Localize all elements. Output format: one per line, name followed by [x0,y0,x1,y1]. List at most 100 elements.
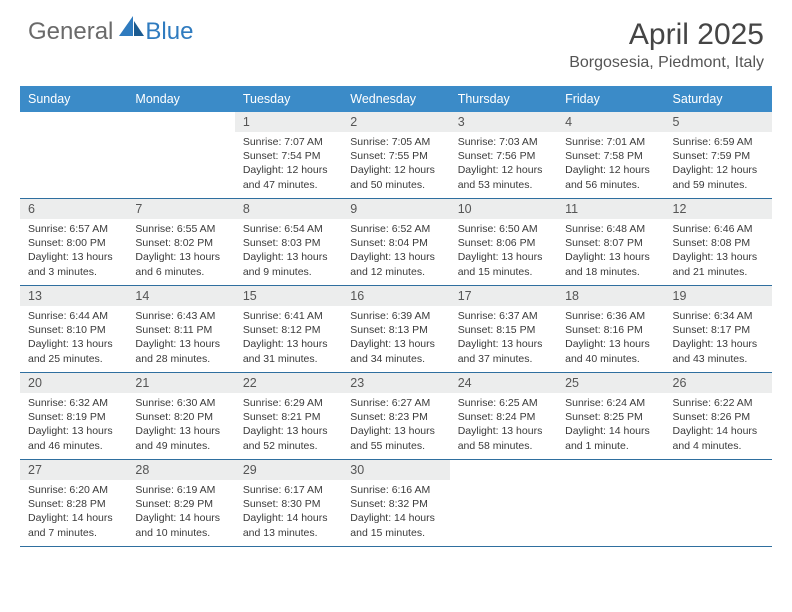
sunrise-text: Sunrise: 6:54 AM [243,222,334,236]
daylight-text: Daylight: 14 hours [243,511,334,525]
daylight-text: Daylight: 14 hours [350,511,441,525]
sunset-text: Sunset: 8:19 PM [28,410,119,424]
day-number: 27 [20,460,127,480]
sunrise-text: Sunrise: 7:05 AM [350,135,441,149]
daylight-text: and 6 minutes. [135,265,226,279]
sunrise-text: Sunrise: 6:27 AM [350,396,441,410]
day-cell [450,460,557,546]
daylight-text: Daylight: 13 hours [350,337,441,351]
day-number: 28 [127,460,234,480]
daylight-text: Daylight: 14 hours [673,424,764,438]
sunset-text: Sunset: 8:23 PM [350,410,441,424]
day-number: 14 [127,286,234,306]
daylight-text: Daylight: 12 hours [565,163,656,177]
daylight-text: and 10 minutes. [135,526,226,540]
day-cell: 15Sunrise: 6:41 AMSunset: 8:12 PMDayligh… [235,286,342,372]
daylight-text: and 31 minutes. [243,352,334,366]
calendar-grid: Sunday Monday Tuesday Wednesday Thursday… [20,86,772,547]
sunset-text: Sunset: 8:13 PM [350,323,441,337]
sunrise-text: Sunrise: 6:20 AM [28,483,119,497]
day-details: Sunrise: 6:46 AMSunset: 8:08 PMDaylight:… [665,219,772,283]
day-number: 15 [235,286,342,306]
day-details: Sunrise: 6:44 AMSunset: 8:10 PMDaylight:… [20,306,127,370]
day-details: Sunrise: 6:43 AMSunset: 8:11 PMDaylight:… [127,306,234,370]
location-text: Borgosesia, Piedmont, Italy [569,54,764,72]
day-details: Sunrise: 6:39 AMSunset: 8:13 PMDaylight:… [342,306,449,370]
sunset-text: Sunset: 8:04 PM [350,236,441,250]
brand-part2: Blue [145,18,193,46]
daylight-text: and 21 minutes. [673,265,764,279]
daylight-text: and 18 minutes. [565,265,656,279]
day-cell: 14Sunrise: 6:43 AMSunset: 8:11 PMDayligh… [127,286,234,372]
day-cell: 13Sunrise: 6:44 AMSunset: 8:10 PMDayligh… [20,286,127,372]
sunrise-text: Sunrise: 6:24 AM [565,396,656,410]
day-cell: 9Sunrise: 6:52 AMSunset: 8:04 PMDaylight… [342,199,449,285]
daylight-text: and 56 minutes. [565,178,656,192]
sunset-text: Sunset: 8:12 PM [243,323,334,337]
daylight-text: Daylight: 13 hours [135,250,226,264]
day-cell: 5Sunrise: 6:59 AMSunset: 7:59 PMDaylight… [665,112,772,198]
day-number: 3 [450,112,557,132]
day-number: 4 [557,112,664,132]
sunset-text: Sunset: 8:03 PM [243,236,334,250]
day-details: Sunrise: 6:48 AMSunset: 8:07 PMDaylight:… [557,219,664,283]
daylight-text: Daylight: 14 hours [28,511,119,525]
daylight-text: Daylight: 13 hours [135,337,226,351]
day-number: 1 [235,112,342,132]
daylight-text: Daylight: 14 hours [565,424,656,438]
day-number: 9 [342,199,449,219]
week-row: 13Sunrise: 6:44 AMSunset: 8:10 PMDayligh… [20,286,772,373]
sunset-text: Sunset: 7:58 PM [565,149,656,163]
sunset-text: Sunset: 8:16 PM [565,323,656,337]
day-cell: 26Sunrise: 6:22 AMSunset: 8:26 PMDayligh… [665,373,772,459]
brand-logo: General Blue [28,18,193,46]
day-number: 16 [342,286,449,306]
weekday-header-row: Sunday Monday Tuesday Wednesday Thursday… [20,86,772,112]
daylight-text: Daylight: 13 hours [135,424,226,438]
day-cell: 23Sunrise: 6:27 AMSunset: 8:23 PMDayligh… [342,373,449,459]
daylight-text: and 55 minutes. [350,439,441,453]
daylight-text: Daylight: 13 hours [28,337,119,351]
daylight-text: Daylight: 13 hours [243,250,334,264]
day-cell: 7Sunrise: 6:55 AMSunset: 8:02 PMDaylight… [127,199,234,285]
sunrise-text: Sunrise: 6:46 AM [673,222,764,236]
day-cell: 29Sunrise: 6:17 AMSunset: 8:30 PMDayligh… [235,460,342,546]
day-cell: 19Sunrise: 6:34 AMSunset: 8:17 PMDayligh… [665,286,772,372]
day-cell: 22Sunrise: 6:29 AMSunset: 8:21 PMDayligh… [235,373,342,459]
day-details: Sunrise: 6:22 AMSunset: 8:26 PMDaylight:… [665,393,772,457]
sunrise-text: Sunrise: 6:22 AM [673,396,764,410]
day-cell: 1Sunrise: 7:07 AMSunset: 7:54 PMDaylight… [235,112,342,198]
sunset-text: Sunset: 8:00 PM [28,236,119,250]
daylight-text: and 7 minutes. [28,526,119,540]
day-cell: 12Sunrise: 6:46 AMSunset: 8:08 PMDayligh… [665,199,772,285]
sunset-text: Sunset: 7:56 PM [458,149,549,163]
sunrise-text: Sunrise: 6:17 AM [243,483,334,497]
day-details: Sunrise: 6:52 AMSunset: 8:04 PMDaylight:… [342,219,449,283]
day-number: 18 [557,286,664,306]
day-cell: 21Sunrise: 6:30 AMSunset: 8:20 PMDayligh… [127,373,234,459]
day-number: 17 [450,286,557,306]
day-details: Sunrise: 6:50 AMSunset: 8:06 PMDaylight:… [450,219,557,283]
sunset-text: Sunset: 7:59 PM [673,149,764,163]
sunset-text: Sunset: 8:15 PM [458,323,549,337]
weekday-header: Monday [127,86,234,112]
day-details: Sunrise: 6:57 AMSunset: 8:00 PMDaylight:… [20,219,127,283]
day-details: Sunrise: 7:03 AMSunset: 7:56 PMDaylight:… [450,132,557,196]
day-cell [665,460,772,546]
weekday-header: Saturday [665,86,772,112]
day-cell: 6Sunrise: 6:57 AMSunset: 8:00 PMDaylight… [20,199,127,285]
daylight-text: Daylight: 12 hours [458,163,549,177]
daylight-text: and 47 minutes. [243,178,334,192]
daylight-text: Daylight: 13 hours [565,250,656,264]
day-cell: 24Sunrise: 6:25 AMSunset: 8:24 PMDayligh… [450,373,557,459]
sunrise-text: Sunrise: 6:48 AM [565,222,656,236]
daylight-text: Daylight: 13 hours [243,424,334,438]
daylight-text: and 37 minutes. [458,352,549,366]
sunset-text: Sunset: 8:10 PM [28,323,119,337]
day-details: Sunrise: 6:17 AMSunset: 8:30 PMDaylight:… [235,480,342,544]
day-cell: 4Sunrise: 7:01 AMSunset: 7:58 PMDaylight… [557,112,664,198]
weekday-header: Thursday [450,86,557,112]
sunrise-text: Sunrise: 6:25 AM [458,396,549,410]
day-number: 25 [557,373,664,393]
day-number: 13 [20,286,127,306]
